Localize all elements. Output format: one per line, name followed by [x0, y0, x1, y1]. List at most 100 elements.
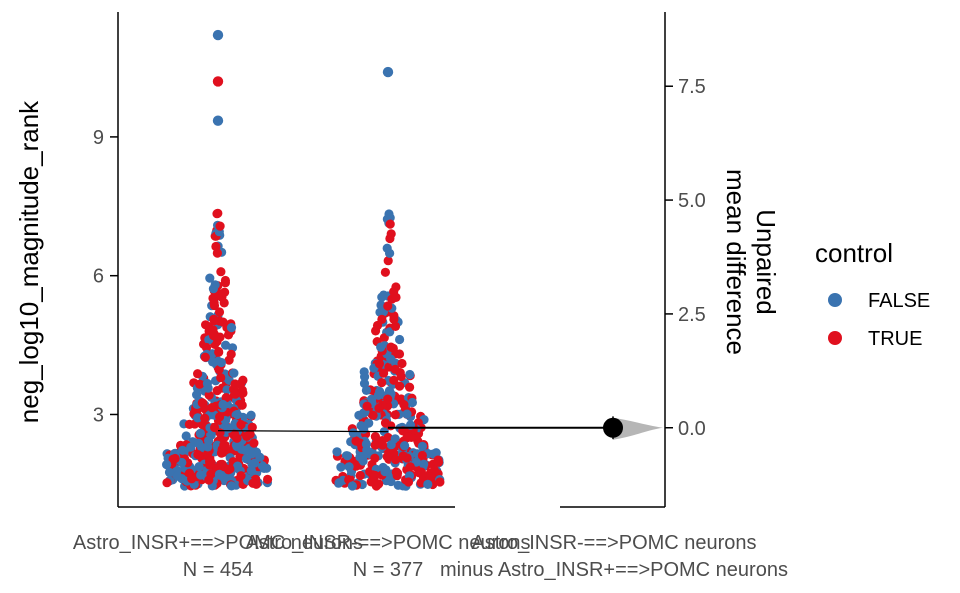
swarm-point — [374, 403, 384, 413]
swarm-point — [214, 365, 224, 375]
left-y-ticks: 3 6 9 — [93, 127, 118, 426]
swarm-point — [344, 462, 354, 472]
swarm-point — [214, 469, 224, 479]
swarm-point — [205, 273, 215, 283]
swarm-point — [259, 463, 269, 473]
swarm-point — [385, 327, 395, 337]
outlier-point — [212, 76, 224, 87]
swarm-point — [377, 292, 387, 302]
swarm-point — [226, 481, 237, 491]
swarm-point — [187, 474, 197, 484]
swarm-point — [181, 431, 191, 441]
swarm-point — [389, 287, 399, 297]
swarm-point — [215, 221, 225, 231]
delta-mean-point — [603, 417, 623, 438]
swarm-point — [232, 433, 242, 443]
legend-swatch-true — [828, 331, 842, 345]
swarm-point — [210, 422, 220, 433]
swarm-point — [216, 448, 227, 458]
swarm-point — [391, 455, 401, 465]
swarm-point — [389, 314, 399, 324]
swarm-point — [390, 321, 401, 331]
swarm-point — [212, 209, 222, 219]
group-2-label: Astro_INSR-==>POMC neurons — [245, 532, 530, 554]
swarm-point — [240, 445, 250, 455]
swarm-point — [193, 450, 203, 460]
swarm-point — [389, 375, 399, 385]
legend-swatch-false — [828, 293, 842, 307]
swarm-point — [348, 428, 358, 438]
group-mean-line — [217, 430, 389, 433]
left-y-tick-label: 6 — [93, 266, 104, 288]
swarm-point — [218, 399, 228, 410]
group-1-n-label: N = 454 — [183, 559, 254, 581]
swarm-point — [386, 229, 396, 239]
left-y-tick-label: 9 — [93, 127, 104, 149]
swarm-point — [342, 451, 353, 461]
swarm-point — [417, 450, 427, 461]
swarm-point — [395, 368, 405, 378]
swarm-point — [390, 410, 400, 420]
swarm-point — [204, 436, 214, 446]
swarm-point — [233, 461, 243, 471]
swarm-point — [360, 372, 370, 382]
swarm-point — [205, 460, 215, 470]
swarm-point — [383, 394, 393, 404]
swarm-point — [214, 307, 225, 317]
swarm-point — [204, 475, 214, 485]
swarm-point — [200, 413, 210, 423]
swarm-point — [164, 467, 175, 477]
swarm-point — [184, 419, 194, 429]
left-y-tick-label: 3 — [93, 404, 104, 426]
swarm-point — [220, 278, 230, 288]
swarm-point — [386, 342, 396, 352]
swarm-point — [376, 300, 386, 310]
swarm-point — [229, 368, 239, 378]
swarm-point — [380, 418, 391, 428]
swarm-point — [223, 465, 234, 475]
swarm-point — [361, 439, 371, 449]
swarm-point — [209, 314, 219, 324]
swarm-point — [232, 441, 242, 452]
swarm-point — [336, 462, 346, 472]
swarm-point — [236, 420, 246, 430]
swarm-point — [207, 403, 217, 413]
swarm-point — [382, 243, 392, 253]
delta-label-line2: minus Astro_INSR+==>POMC neurons — [440, 559, 788, 581]
swarm-point — [411, 457, 421, 467]
right-y-axis-title-line1: Unpaired — [751, 209, 781, 315]
swarm-point — [351, 436, 361, 446]
swarm-point — [379, 333, 389, 343]
swarm-point — [194, 462, 204, 472]
swarm-point — [334, 478, 344, 488]
swarm-point — [425, 472, 435, 482]
swarm-point — [407, 397, 417, 408]
swarm-point — [382, 452, 392, 462]
swarm-point — [359, 378, 370, 389]
swarm-point — [383, 256, 393, 266]
swarm-point — [216, 267, 226, 277]
swarm-point — [247, 422, 257, 432]
swarm-point — [377, 378, 387, 388]
swarm-point — [405, 382, 415, 392]
swarm-point — [419, 459, 429, 469]
swarm-point — [211, 241, 221, 252]
swarm-point — [383, 301, 393, 311]
swarm-point — [249, 438, 259, 448]
swarm-point — [248, 478, 258, 488]
swarm-point — [209, 298, 219, 308]
swarm-point — [397, 358, 407, 369]
legend-title: control — [815, 238, 893, 268]
swarm-point — [195, 428, 205, 438]
swarm-point — [212, 386, 222, 396]
bootstrap-distribution — [613, 417, 663, 440]
swarm-point — [178, 445, 188, 455]
swarm-point — [398, 451, 408, 461]
swarm-point — [245, 429, 255, 439]
swarm-point — [196, 470, 206, 480]
swarm-point — [246, 465, 256, 476]
swarm-point — [431, 448, 441, 458]
swarm-point — [423, 479, 433, 489]
swarm-point — [219, 440, 229, 450]
right-y-tick-label: 7.5 — [678, 76, 706, 98]
